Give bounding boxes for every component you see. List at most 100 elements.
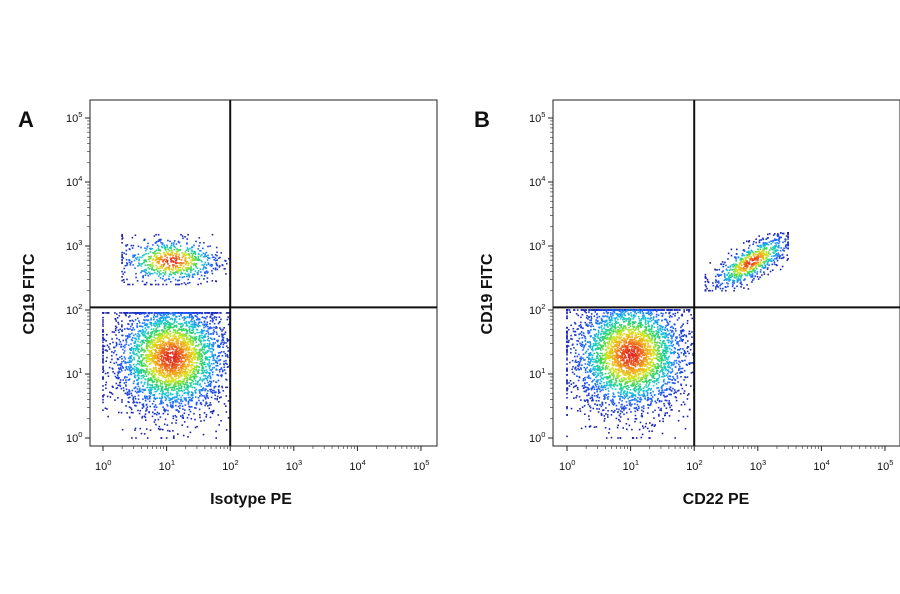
event-dot xyxy=(193,312,195,314)
event-dot xyxy=(137,372,140,374)
event-dot xyxy=(176,272,179,274)
event-dot xyxy=(187,403,190,405)
event-dot xyxy=(144,336,146,339)
event-dot xyxy=(196,375,198,378)
event-dot xyxy=(184,259,186,262)
event-dot xyxy=(183,337,185,340)
event-dot xyxy=(176,262,179,264)
event-dot xyxy=(173,385,176,388)
event-dot xyxy=(204,255,206,258)
event-dot xyxy=(145,324,148,327)
event-dot xyxy=(164,344,166,347)
event-dot xyxy=(602,409,605,411)
event-dot xyxy=(566,435,568,438)
event-dot xyxy=(154,387,156,390)
event-dot xyxy=(169,240,171,243)
event-dot xyxy=(181,343,183,346)
event-dot xyxy=(165,369,167,372)
event-dot xyxy=(210,263,212,266)
event-dot xyxy=(568,385,571,387)
event-dot xyxy=(155,369,157,371)
event-dot xyxy=(187,262,190,265)
event-dot xyxy=(179,276,181,278)
event-dot xyxy=(123,350,126,352)
event-dot xyxy=(102,359,104,361)
event-dot xyxy=(144,270,146,273)
event-dot xyxy=(118,411,120,414)
event-dot xyxy=(147,326,149,329)
event-dot xyxy=(184,263,187,266)
event-dot xyxy=(146,409,148,411)
event-dot xyxy=(199,414,201,416)
event-dot xyxy=(150,384,152,387)
event-dot xyxy=(158,344,160,346)
event-dot xyxy=(571,338,573,340)
event-dot xyxy=(180,341,182,343)
event-dot xyxy=(157,378,160,381)
event-dot xyxy=(207,405,209,407)
event-dot xyxy=(687,309,690,311)
event-dot xyxy=(136,344,139,347)
event-dot xyxy=(165,367,168,370)
event-dot xyxy=(174,389,176,391)
event-dot xyxy=(203,329,205,332)
event-dot xyxy=(221,341,223,343)
event-dot xyxy=(175,422,177,424)
event-dot xyxy=(150,333,153,336)
event-dot xyxy=(140,360,143,363)
event-dot xyxy=(136,326,139,328)
event-dot xyxy=(199,353,201,355)
event-dot xyxy=(787,258,789,260)
event-dot xyxy=(164,383,166,385)
event-dot xyxy=(123,252,125,254)
event-dot xyxy=(185,380,188,382)
event-dot xyxy=(157,388,160,391)
event-dot xyxy=(170,257,173,260)
event-dot xyxy=(146,315,148,318)
event-dot xyxy=(161,317,163,319)
event-dot xyxy=(227,323,230,326)
event-dot xyxy=(589,397,592,400)
event-dot xyxy=(169,386,172,389)
event-dot xyxy=(118,364,121,366)
event-dot xyxy=(203,336,205,339)
event-dot xyxy=(194,426,197,429)
event-dot xyxy=(174,366,177,369)
event-dot xyxy=(683,392,685,395)
event-dot xyxy=(177,255,180,258)
event-dot xyxy=(143,415,146,418)
event-dot xyxy=(183,254,185,256)
event-dot xyxy=(186,260,188,263)
event-dot xyxy=(177,363,180,366)
event-dot xyxy=(566,369,568,371)
event-dot xyxy=(566,309,569,311)
event-dot xyxy=(137,360,140,362)
event-dot xyxy=(121,251,123,254)
event-dot xyxy=(152,348,154,351)
event-dot xyxy=(169,352,172,355)
event-dot xyxy=(225,312,228,314)
event-dot xyxy=(176,265,178,267)
event-dot xyxy=(209,350,212,353)
event-dot xyxy=(203,352,205,354)
event-dot xyxy=(173,397,176,399)
event-dot xyxy=(169,253,172,255)
event-dot xyxy=(205,324,208,326)
event-dot xyxy=(213,386,216,388)
event-dot xyxy=(215,365,217,367)
event-dot xyxy=(145,281,148,284)
event-dot xyxy=(172,276,174,279)
event-dot xyxy=(171,393,174,396)
event-dot xyxy=(579,408,581,410)
event-dot xyxy=(566,370,568,372)
event-dot xyxy=(183,412,186,414)
event-dot xyxy=(132,401,134,404)
event-dot xyxy=(596,309,598,311)
event-dot xyxy=(183,421,186,423)
event-dot xyxy=(575,396,577,399)
event-dot xyxy=(161,385,163,388)
event-dot xyxy=(188,328,191,330)
event-dot xyxy=(148,400,151,403)
event-dot xyxy=(159,347,162,350)
event-dot xyxy=(131,332,133,335)
